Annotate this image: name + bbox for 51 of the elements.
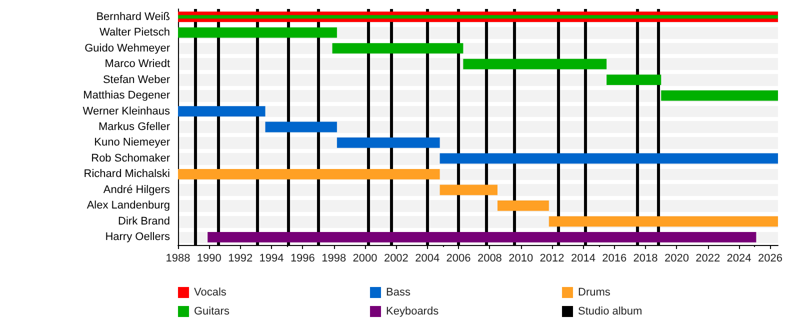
bar [336,138,440,148]
legend-label: Drums [578,286,611,298]
legend-label: Vocals [194,286,227,298]
x-tick-label: 2018 [633,252,658,264]
y-tick-label: Kuno Niemeyer [94,136,170,149]
bar [265,122,337,132]
y-tick-label: Matthias Degener [83,90,170,102]
y-tick-label: Stefan Weber [102,74,170,86]
x-tick-label: 2020 [664,252,689,264]
y-tick-label: Guido Wehmeyer [84,42,170,54]
bar [463,58,607,70]
x-tick-label: 2022 [696,252,720,264]
y-tick-label: Dirk Brand [118,215,170,228]
x-tick-label: 2012 [540,252,564,264]
y-tick-label: Marco Wriedt [104,58,170,70]
bar [440,184,498,196]
y-tick-label: Walter Pietsch [99,26,170,39]
bar [497,200,549,211]
y-tick-label: Markus Gfeller [98,121,170,133]
y-tick-label: Alex Landenburg [86,200,170,212]
bar [178,106,266,116]
x-tick-label: 2008 [477,252,502,264]
x-tick-label: 2004 [415,252,440,264]
y-tick-label: Richard Michalski [84,168,170,180]
x-tick-label: 1988 [166,252,190,264]
legend-label: Studio album [578,306,642,318]
x-tick-label: 2000 [352,252,378,264]
y-tick-label: Harry Oellers [105,231,170,244]
bar [661,90,778,101]
x-tick-label: 2024 [726,252,752,264]
x-tick-label: 1990 [196,252,222,264]
x-tick-label: 1992 [228,252,253,264]
y-tick-label: Bernhard Weiß [96,10,170,23]
y-tick-label: Werner Kleinhaus [82,105,170,118]
x-tick-label: 1996 [290,252,315,264]
y-tick-label: André Hilgers [103,184,170,196]
x-tick-label: 2006 [446,252,471,264]
y-tick-label: Rob Schomaker [91,152,170,164]
x-tick-label: 2014 [570,252,596,264]
x-tick-label: 2016 [602,252,627,264]
x-tick-label: 1998 [322,252,346,264]
x-tick-label: 2026 [758,252,782,264]
legend-label: Guitars [194,306,230,318]
bar [332,43,464,54]
bar [178,27,337,38]
legend-label: Keyboards [386,306,440,318]
bar [606,74,662,85]
x-tick-label: 2002 [384,252,408,264]
x-tick-label: 2010 [508,252,534,264]
legend-label: Bass [386,286,411,298]
x-tick-label: 1994 [259,252,284,264]
